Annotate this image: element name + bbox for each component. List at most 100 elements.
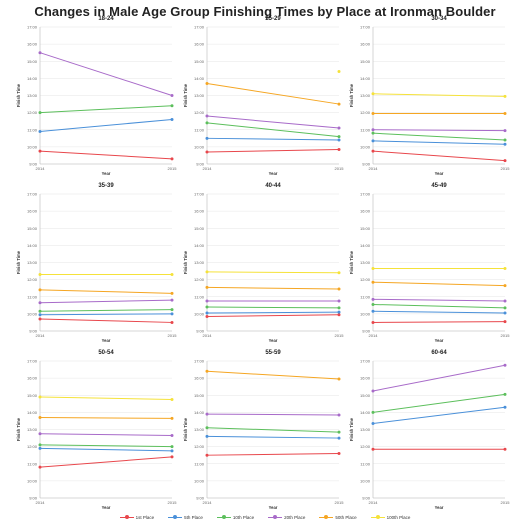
series-line-10th-place — [39, 444, 173, 448]
y-tick-label: 10:00 — [194, 144, 205, 149]
data-point-20th-place — [170, 433, 174, 437]
data-point-10th-place — [337, 430, 341, 434]
series-line-10th-place — [206, 427, 340, 433]
data-point-1st-place — [38, 149, 42, 153]
series-line-1st-place — [206, 452, 340, 456]
y-axis-label: Finish Time — [349, 250, 354, 274]
y-tick-label: 16:00 — [360, 376, 371, 381]
data-point-5th-place — [170, 312, 174, 316]
data-point-5th-place — [337, 138, 341, 142]
data-point-1st-place — [337, 313, 341, 317]
series-line-10th-place — [372, 132, 506, 141]
y-axis-label: Finish Time — [183, 417, 188, 441]
y-tick-label: 11:00 — [27, 461, 37, 466]
data-point-20th-place — [337, 126, 341, 130]
x-tick-label: 2014 — [203, 500, 213, 505]
panel-title: 55-59 — [265, 350, 281, 356]
y-tick-label: 15:00 — [27, 393, 38, 398]
series-line-5th-place — [372, 406, 506, 425]
y-tick-label: 9:00 — [196, 329, 205, 334]
x-tick-label: 2014 — [36, 166, 46, 171]
legend-swatch — [319, 514, 334, 520]
panel-title: 60-64 — [431, 350, 447, 356]
series-line-1st-place — [372, 150, 506, 162]
data-point-50th-place — [337, 287, 341, 291]
y-tick-label: 9:00 — [362, 329, 371, 334]
data-point-10th-place — [371, 302, 375, 306]
panel-title: 35-39 — [98, 183, 114, 189]
data-point-100th-place — [337, 70, 341, 74]
data-point-100th-place — [38, 395, 42, 399]
y-tick-label: 17:00 — [27, 192, 38, 197]
data-point-50th-place — [205, 369, 209, 373]
x-axis-label: Year — [435, 505, 444, 510]
y-tick-label: 10:00 — [360, 478, 371, 483]
data-point-10th-place — [337, 306, 341, 310]
series-line-50th-place — [39, 289, 173, 294]
y-tick-label: 17:00 — [194, 192, 205, 197]
y-tick-label: 16:00 — [360, 209, 371, 214]
data-point-20th-place — [371, 128, 375, 132]
data-point-1st-place — [503, 320, 507, 324]
x-tick-label: 2015 — [168, 166, 178, 171]
data-point-5th-place — [205, 311, 209, 315]
data-point-1st-place — [38, 317, 42, 321]
data-point-10th-place — [205, 121, 209, 125]
x-axis-label: Year — [102, 171, 111, 176]
series-line-100th-place — [39, 396, 173, 401]
panel-40-44: 40-44 9:00 10:00 11:00 12:00 13:00 14:00 15:00 1… — [183, 183, 344, 343]
data-point-10th-place — [371, 131, 375, 135]
panel-50-54: 50-54 9:00 10:00 11:00 12:00 13:00 14:00 15:00 1… — [16, 350, 177, 510]
x-tick-label: 2015 — [168, 500, 178, 505]
panel-title: 40-44 — [265, 183, 281, 189]
y-tick-label: 11:00 — [360, 127, 370, 132]
data-point-50th-place — [503, 284, 507, 288]
legend-swatch — [268, 514, 283, 520]
y-tick-label: 11:00 — [194, 461, 204, 466]
y-tick-label: 13:00 — [194, 260, 205, 265]
x-tick-label: 2014 — [369, 166, 379, 171]
series-line-50th-place — [39, 417, 173, 419]
y-tick-label: 10:00 — [194, 311, 205, 316]
legend-label: 20th Place — [284, 514, 306, 520]
y-tick-label: 9:00 — [362, 162, 371, 167]
y-tick-label: 10:00 — [360, 144, 371, 149]
series-line-10th-place — [39, 309, 173, 312]
y-tick-label: 14:00 — [360, 76, 371, 81]
series-line-10th-place — [206, 122, 340, 138]
data-point-10th-place — [38, 111, 42, 115]
data-point-5th-place — [205, 136, 209, 140]
y-tick-label: 13:00 — [360, 93, 371, 98]
series-line-20th-place — [39, 52, 173, 96]
panel-title: 30-34 — [431, 16, 447, 22]
data-point-5th-place — [170, 449, 174, 453]
series-line-50th-place — [372, 281, 506, 287]
data-point-5th-place — [371, 309, 375, 313]
series-line-10th-place — [39, 105, 173, 114]
series-line-5th-place — [206, 311, 340, 314]
data-point-50th-place — [337, 377, 341, 381]
y-tick-label: 10:00 — [360, 311, 371, 316]
legend-swatch — [119, 514, 134, 520]
x-axis-label: Year — [269, 171, 278, 176]
data-point-10th-place — [503, 306, 507, 310]
y-tick-label: 13:00 — [194, 93, 205, 98]
y-axis-label: Finish Time — [183, 250, 188, 274]
data-point-50th-place — [170, 416, 174, 420]
x-tick-label: 2015 — [335, 166, 345, 171]
legend-item-20th-place: 20th Place — [268, 514, 305, 520]
x-tick-label: 2014 — [36, 500, 46, 505]
panel-30-34: 30-34 9:00 10:00 11:00 12:00 13:00 14:00 15:00 1… — [349, 16, 510, 176]
panel-35-39: 35-39 9:00 10:00 11:00 12:00 13:00 14:00 15:00 1… — [16, 183, 177, 343]
data-point-10th-place — [503, 392, 507, 396]
data-point-20th-place — [503, 363, 507, 367]
y-tick-label: 17:00 — [27, 25, 38, 30]
x-axis-label: Year — [102, 338, 111, 343]
series-line-20th-place — [39, 433, 173, 436]
series-line-20th-place — [372, 298, 506, 302]
y-tick-label: 9:00 — [29, 162, 38, 167]
y-tick-label: 16:00 — [27, 209, 38, 214]
y-tick-label: 16:00 — [27, 42, 38, 47]
legend-swatch — [370, 514, 385, 520]
